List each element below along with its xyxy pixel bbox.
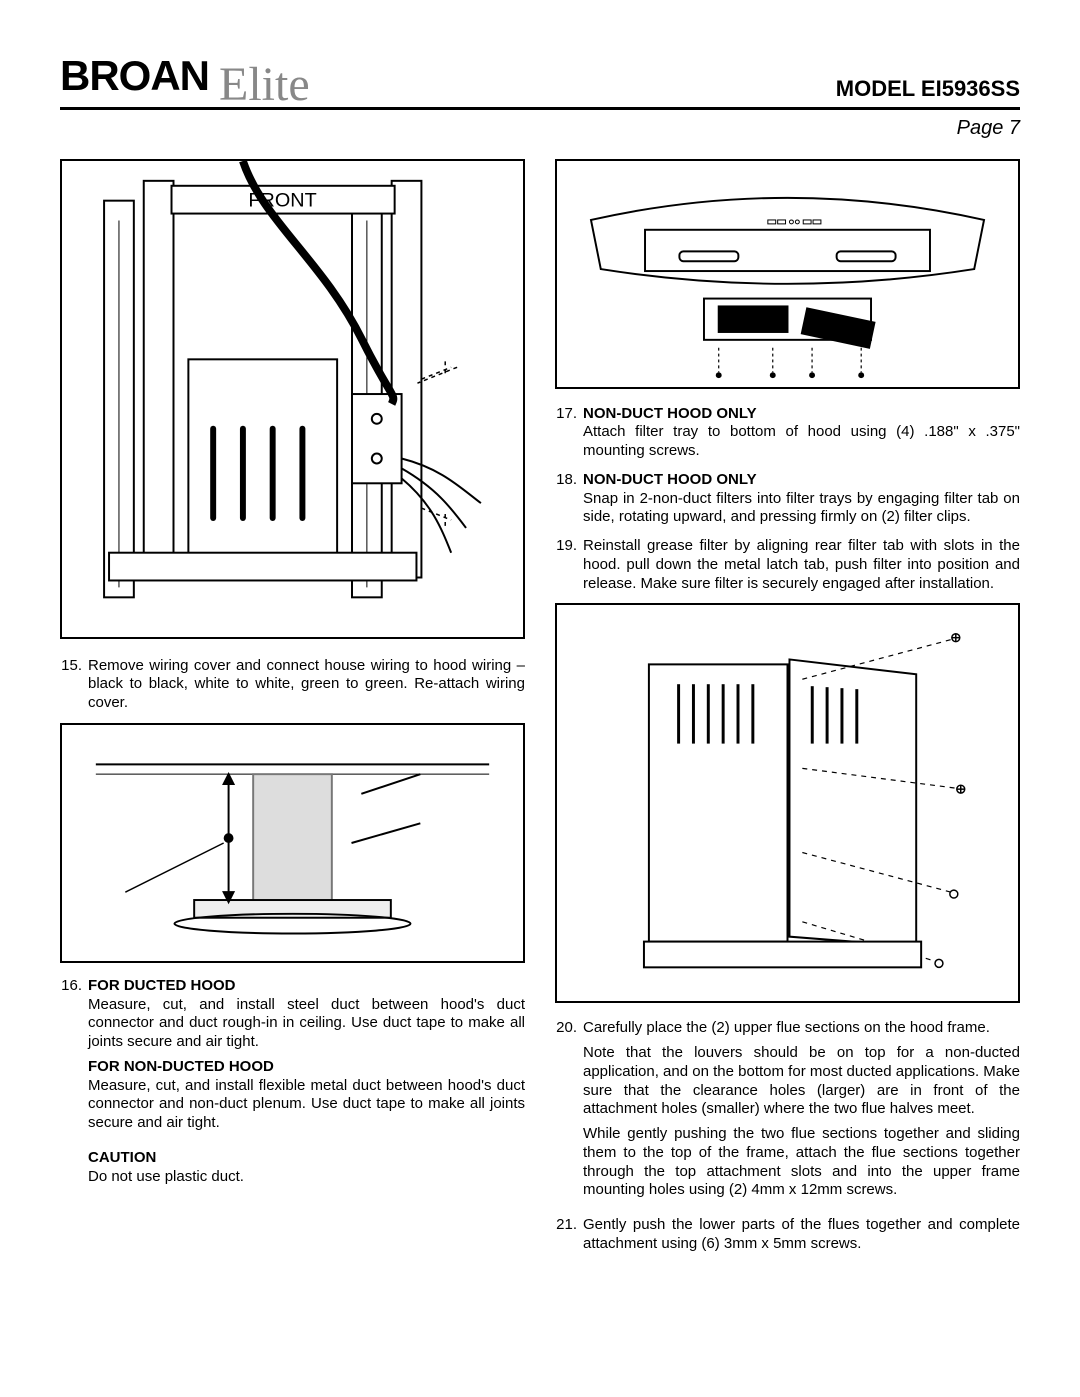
step-19: 19. Reinstall grease filter by aligning … <box>555 537 1020 593</box>
page-header: BROAN Elite MODEL EI5936SS <box>60 50 1020 110</box>
figure-flue-assembly <box>555 603 1020 1003</box>
step-note-2: While gently pushing the two flue sectio… <box>583 1125 1020 1200</box>
brand-main: BROAN <box>60 50 209 103</box>
step-title-2: FOR NON-DUCTED HOOD <box>88 1058 274 1075</box>
caution-text: Do not use plastic duct. <box>88 1168 525 1187</box>
step-body: FOR DUCTED HOOD Measure, cut, and instal… <box>88 977 525 1139</box>
right-steps-b: 20. Carefully place the (2) upper flue s… <box>555 1019 1020 1253</box>
caution-block: CAUTION Do not use plastic duct. <box>60 1149 525 1187</box>
left-steps-bottom: 16. FOR DUCTED HOOD Measure, cut, and in… <box>60 977 525 1139</box>
step-body: Gently push the lower parts of the flues… <box>583 1216 1020 1254</box>
step-number: 15. <box>60 657 88 713</box>
step-title: NON-DUCT HOOD ONLY <box>583 471 757 488</box>
caution-title: CAUTION <box>88 1149 525 1168</box>
step-body: Reinstall grease filter by aligning rear… <box>583 537 1020 593</box>
step-number: 19. <box>555 537 583 593</box>
step-number: 21. <box>555 1216 583 1254</box>
figure-duct-measure <box>60 723 525 963</box>
figure-wiring-frame: FRONT <box>60 159 525 639</box>
step-text: Attach filter tray to bottom of hood usi… <box>583 423 1020 459</box>
left-column: FRONT <box>60 159 525 1264</box>
step-body: Carefully place the (2) upper flue secti… <box>583 1019 1020 1206</box>
step-number: 16. <box>60 977 88 1139</box>
figure-hood-bottom <box>555 159 1020 389</box>
step-number: 18. <box>555 471 583 527</box>
step-18: 18. NON-DUCT HOOD ONLY Snap in 2-non-duc… <box>555 471 1020 527</box>
content-columns: FRONT <box>60 159 1020 1264</box>
step-body: Remove wiring cover and connect house wi… <box>88 657 525 713</box>
step-text: Carefully place the (2) upper flue secti… <box>583 1019 1020 1038</box>
step-text: Snap in 2-non-duct filters into filter t… <box>583 490 1020 526</box>
step-title: FOR DUCTED HOOD <box>88 977 236 994</box>
right-column: 17. NON-DUCT HOOD ONLY Attach filter tra… <box>555 159 1020 1264</box>
brand-lockup: BROAN Elite <box>60 50 310 103</box>
step-21: 21. Gently push the lower parts of the f… <box>555 1216 1020 1254</box>
step-16: 16. FOR DUCTED HOOD Measure, cut, and in… <box>60 977 525 1139</box>
model-number: MODEL EI5936SS <box>836 75 1020 103</box>
step-text-2: Measure, cut, and install flexible metal… <box>88 1077 525 1133</box>
right-steps-a: 17. NON-DUCT HOOD ONLY Attach filter tra… <box>555 405 1020 594</box>
step-body: NON-DUCT HOOD ONLY Snap in 2-non-duct fi… <box>583 471 1020 527</box>
step-number: 17. <box>555 405 583 461</box>
step-number: 20. <box>555 1019 583 1206</box>
step-17: 17. NON-DUCT HOOD ONLY Attach filter tra… <box>555 405 1020 461</box>
step-body: NON-DUCT HOOD ONLY Attach filter tray to… <box>583 405 1020 461</box>
step-20: 20. Carefully place the (2) upper flue s… <box>555 1019 1020 1206</box>
step-note-1: Note that the louvers should be on top f… <box>583 1044 1020 1119</box>
left-steps-top: 15. Remove wiring cover and connect hous… <box>60 657 525 713</box>
step-text: Measure, cut, and install steel duct bet… <box>88 996 525 1052</box>
step-15: 15. Remove wiring cover and connect hous… <box>60 657 525 713</box>
brand-sub: Elite <box>219 63 310 106</box>
page-number: Page 7 <box>60 116 1020 141</box>
step-title: NON-DUCT HOOD ONLY <box>583 405 757 422</box>
